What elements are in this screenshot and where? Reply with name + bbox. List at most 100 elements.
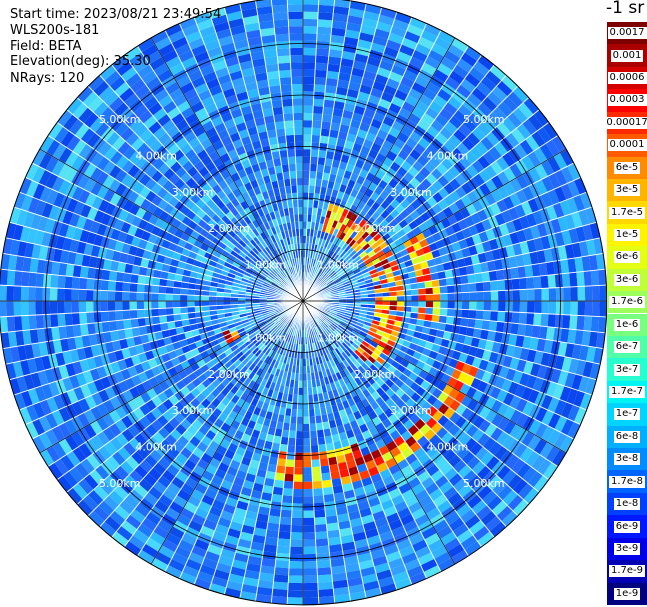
ppi-cell bbox=[115, 432, 129, 447]
ppi-cell bbox=[87, 267, 96, 280]
ppi-cell bbox=[290, 69, 303, 78]
ppi-cell bbox=[384, 250, 394, 259]
ppi-cell bbox=[323, 165, 332, 174]
ppi-cell bbox=[203, 369, 214, 379]
ppi-cell bbox=[15, 255, 25, 272]
ppi-cell bbox=[311, 328, 316, 336]
ppi-cell bbox=[472, 389, 484, 403]
ppi-cell bbox=[368, 541, 384, 553]
ppi-cell bbox=[465, 264, 475, 275]
ppi-cell bbox=[574, 329, 584, 346]
ppi-cell bbox=[350, 379, 359, 389]
ppi-cell bbox=[5, 222, 17, 240]
ppi-cell bbox=[255, 225, 264, 235]
ppi-cell bbox=[216, 305, 224, 311]
ppi-cell bbox=[512, 478, 528, 495]
ppi-cell bbox=[296, 423, 303, 432]
ppi-cell bbox=[470, 337, 480, 348]
ppi-cell bbox=[104, 441, 118, 456]
ppi-cell bbox=[436, 426, 449, 440]
ppi-cell bbox=[352, 142, 363, 153]
ppi-cell bbox=[339, 250, 347, 258]
ppi-cell bbox=[128, 150, 142, 165]
ppi-cell bbox=[599, 285, 607, 301]
ppi-cell bbox=[78, 189, 91, 204]
ppi-cell bbox=[374, 224, 384, 234]
ppi-cell bbox=[303, 112, 313, 121]
ppi-cell bbox=[563, 286, 571, 301]
ppi-cell bbox=[223, 472, 236, 484]
ppi-cell bbox=[279, 77, 292, 86]
ppi-cell bbox=[96, 156, 110, 171]
ppi-cell bbox=[501, 75, 518, 92]
ppi-cell bbox=[398, 373, 409, 383]
ppi-cell bbox=[405, 137, 418, 149]
ppi-cell bbox=[526, 349, 537, 363]
ppi-cell bbox=[282, 253, 288, 262]
ppi-cell bbox=[362, 453, 374, 464]
ppi-cell bbox=[82, 91, 99, 108]
ppi-cell bbox=[253, 65, 267, 75]
ppi-cell bbox=[443, 407, 456, 420]
ppi-cell bbox=[166, 464, 180, 477]
ppi-cell bbox=[458, 155, 472, 169]
ppi-cell bbox=[562, 273, 571, 288]
ppi-cell bbox=[163, 167, 176, 180]
ppi-cell bbox=[271, 4, 288, 14]
ppi-cell bbox=[272, 279, 280, 286]
ppi-cell bbox=[122, 310, 131, 320]
ppi-cell bbox=[197, 89, 212, 102]
ppi-cell bbox=[312, 105, 324, 114]
ppi-cell bbox=[32, 435, 47, 453]
ppi-cell bbox=[320, 283, 328, 290]
ppi-cell bbox=[401, 143, 414, 155]
ppi-cell bbox=[465, 327, 475, 338]
ppi-cell bbox=[314, 408, 322, 417]
ppi-cell bbox=[239, 374, 248, 383]
ppi-cell bbox=[326, 233, 333, 242]
ppi-cell bbox=[240, 227, 249, 237]
ppi-cell bbox=[303, 438, 311, 446]
ppi-cell bbox=[375, 205, 386, 215]
ppi-cell bbox=[35, 273, 44, 288]
ppi-cell bbox=[370, 548, 386, 560]
ppi-cell bbox=[262, 345, 269, 354]
ppi-cell bbox=[227, 148, 239, 160]
ppi-cell bbox=[256, 341, 265, 350]
ppi-cell bbox=[331, 20, 348, 30]
ppi-cell bbox=[323, 346, 330, 354]
ppi-cell bbox=[130, 318, 139, 329]
ppi-cell bbox=[143, 96, 159, 110]
ppi-cell bbox=[359, 507, 373, 518]
ppi-cell bbox=[46, 396, 59, 413]
ppi-cell bbox=[382, 301, 390, 306]
ppi-cell bbox=[515, 398, 528, 413]
ppi-cell bbox=[348, 321, 356, 328]
ppi-cell bbox=[86, 311, 95, 324]
ppi-cell bbox=[487, 475, 502, 491]
ppi-cell bbox=[111, 531, 129, 547]
ppi-cell bbox=[452, 523, 469, 538]
ppi-cell bbox=[293, 481, 303, 490]
ppi-cell bbox=[266, 275, 274, 282]
ppi-cell bbox=[166, 279, 175, 288]
ppi-cell bbox=[216, 373, 227, 383]
ppi-cell bbox=[57, 475, 73, 493]
ppi-cell bbox=[219, 340, 228, 349]
ppi-cell bbox=[109, 192, 122, 206]
ppi-cell bbox=[90, 406, 103, 421]
ppi-cell bbox=[276, 275, 283, 282]
ppi-cell bbox=[260, 424, 270, 434]
ppi-cell bbox=[448, 202, 460, 215]
ppi-cell bbox=[229, 238, 239, 247]
ppi-cell bbox=[48, 353, 59, 369]
ppi-cell bbox=[225, 257, 235, 265]
ppi-cell bbox=[322, 274, 329, 281]
ppi-cell bbox=[533, 438, 548, 455]
ppi-cell bbox=[184, 441, 197, 454]
ppi-cell bbox=[271, 412, 279, 422]
ppi-cell bbox=[5, 362, 17, 380]
ppi-cell bbox=[172, 307, 181, 315]
ppi-cell bbox=[560, 402, 574, 419]
ppi-cell bbox=[134, 503, 150, 518]
